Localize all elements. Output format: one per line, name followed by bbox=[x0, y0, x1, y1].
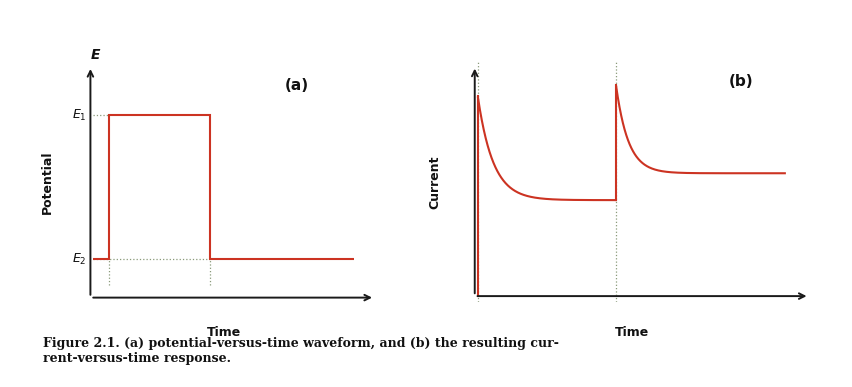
Text: E: E bbox=[90, 48, 100, 62]
Text: Figure 2.1. (a) potential-versus-time waveform, and (b) the resulting cur-
rent-: Figure 2.1. (a) potential-versus-time wa… bbox=[43, 337, 558, 365]
Text: $E_2$: $E_2$ bbox=[72, 252, 87, 267]
Text: (a): (a) bbox=[285, 79, 308, 93]
Text: Time: Time bbox=[207, 326, 241, 339]
Text: $E_1$: $E_1$ bbox=[72, 108, 87, 123]
Text: (b): (b) bbox=[729, 74, 753, 89]
Text: Potential: Potential bbox=[41, 150, 54, 214]
Text: Time: Time bbox=[615, 326, 649, 339]
Text: Current: Current bbox=[428, 155, 441, 209]
